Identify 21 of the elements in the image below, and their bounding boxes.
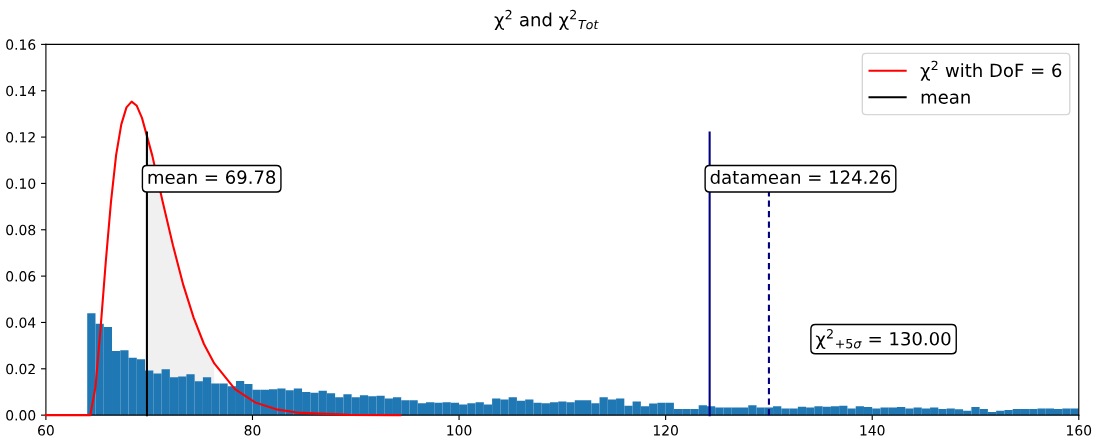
chart-title: χ$^{2}$ and χ$^{2}$$_{Tot}$ xyxy=(494,9,599,30)
annotation: datamean = 124.26 xyxy=(710,170,891,185)
x-tick-label: 60 xyxy=(38,425,54,436)
x-tick-label: 120 xyxy=(653,425,678,436)
y-tick-label: 0.12 xyxy=(6,132,35,143)
y-tick-label: 0.14 xyxy=(6,85,36,97)
legend-label: mean xyxy=(921,93,970,104)
y-tick-label: 0.06 xyxy=(6,271,36,282)
y-tick-label: 0.02 xyxy=(6,363,35,375)
x-tick-label: 140 xyxy=(860,425,885,436)
y-tick-label: 0.10 xyxy=(6,178,36,189)
x-tick-label: 80 xyxy=(244,425,261,436)
y-tick-label: 0.16 xyxy=(6,39,36,50)
legend-label: χ$^{2}$ with DoF = 6 xyxy=(920,60,1062,81)
y-tick-label: 0.08 xyxy=(6,224,36,236)
annotation: χ$^{2}$$_{+5σ}$ = 130.00 xyxy=(815,329,951,350)
y-tick-label: 0.04 xyxy=(6,317,36,328)
annotation: mean = 69.78 xyxy=(148,170,276,185)
y-tick-label: 0.00 xyxy=(6,410,36,421)
x-tick-label: 100 xyxy=(447,425,472,436)
x-tick-label: 160 xyxy=(1067,425,1092,436)
